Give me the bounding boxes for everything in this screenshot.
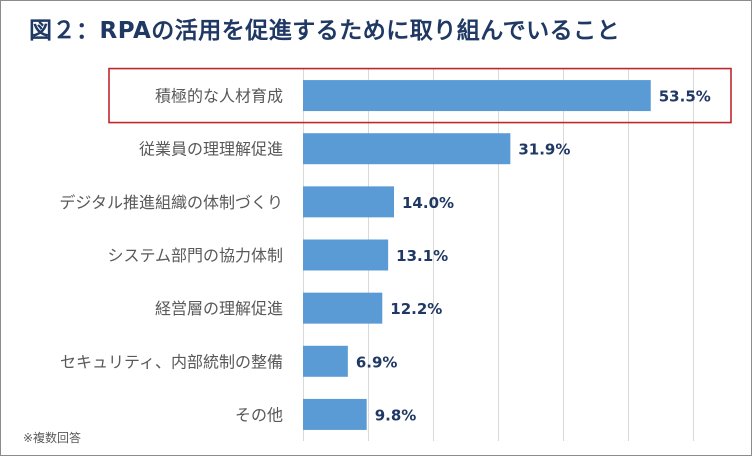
- bar-layer: [303, 80, 651, 430]
- category-label: 積極的な人材育成: [155, 87, 283, 106]
- category-label: システム部門の協力体制: [107, 246, 283, 265]
- chart-title: 図２：RPAの活用を促進するために取り組んでいること: [29, 18, 621, 44]
- value-label: 14.0%: [402, 194, 454, 212]
- category-label: デジタル推進組織の体制づくり: [59, 193, 283, 212]
- bar: [303, 186, 394, 218]
- bar: [303, 292, 383, 324]
- label-layer: 積極的な人材育成 53.5% 従業員の理理解促進 31.9% デジタル推進組織の体制づく…: [59, 87, 710, 425]
- bar: [303, 239, 389, 271]
- value-label: 31.9%: [518, 141, 570, 159]
- category-label: 従業員の理理解促進: [139, 140, 283, 159]
- value-label: 53.5%: [659, 88, 711, 106]
- value-label: 6.9%: [356, 353, 398, 371]
- footnote: ※複数回答: [23, 431, 82, 445]
- highlight-box: [108, 67, 732, 124]
- category-label: セキュリティ、内部統制の整備: [60, 352, 283, 371]
- bar: [303, 133, 511, 165]
- category-label: 経営層の理解促進: [155, 299, 283, 318]
- category-label: その他: [235, 405, 283, 424]
- bar: [303, 398, 367, 430]
- value-label: 12.2%: [390, 300, 442, 318]
- bar: [303, 80, 651, 112]
- bar: [303, 345, 348, 377]
- value-label: 9.8%: [375, 406, 417, 424]
- value-label: 13.1%: [396, 247, 448, 265]
